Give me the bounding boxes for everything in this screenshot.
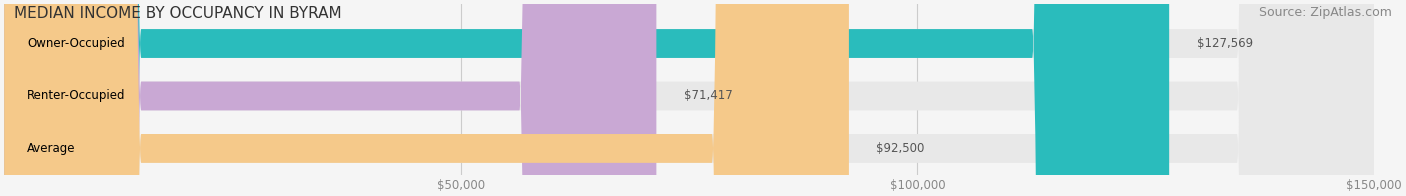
FancyBboxPatch shape bbox=[4, 0, 1374, 196]
FancyBboxPatch shape bbox=[4, 0, 1170, 196]
FancyBboxPatch shape bbox=[4, 0, 1374, 196]
FancyBboxPatch shape bbox=[4, 0, 849, 196]
Text: MEDIAN INCOME BY OCCUPANCY IN BYRAM: MEDIAN INCOME BY OCCUPANCY IN BYRAM bbox=[14, 6, 342, 21]
Text: Renter-Occupied: Renter-Occupied bbox=[27, 90, 125, 103]
Text: Source: ZipAtlas.com: Source: ZipAtlas.com bbox=[1258, 6, 1392, 19]
Text: $127,569: $127,569 bbox=[1197, 37, 1253, 50]
Text: Average: Average bbox=[27, 142, 76, 155]
Text: Owner-Occupied: Owner-Occupied bbox=[27, 37, 125, 50]
FancyBboxPatch shape bbox=[4, 0, 1374, 196]
FancyBboxPatch shape bbox=[4, 0, 657, 196]
Text: $92,500: $92,500 bbox=[876, 142, 925, 155]
Text: $71,417: $71,417 bbox=[683, 90, 733, 103]
